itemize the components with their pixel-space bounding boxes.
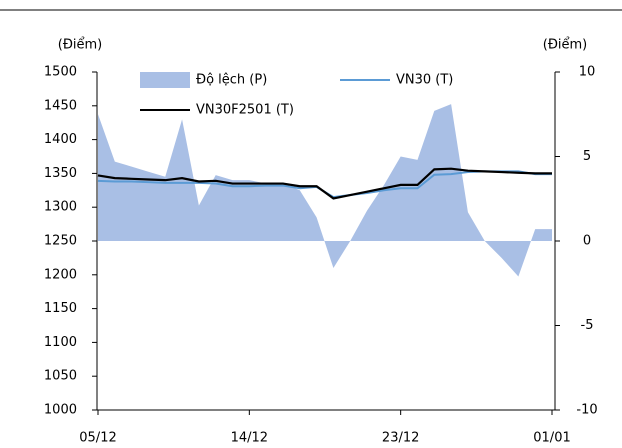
y2-axis-label: (Điểm) <box>543 38 588 53</box>
y-tick-label: 1250 <box>44 234 77 249</box>
y-tick-label: 1350 <box>44 166 77 181</box>
y-tick-label: 1200 <box>44 267 77 282</box>
y-axis-label: (Điểm) <box>58 38 103 53</box>
y2-tick-label: 0 <box>583 234 591 249</box>
y-tick-label: 1400 <box>44 132 77 147</box>
y-tick-label: 1300 <box>44 200 77 215</box>
legend-swatch <box>140 72 190 88</box>
x-tick-label: 01/01 <box>533 431 570 446</box>
y-tick-label: 1500 <box>44 65 77 80</box>
area <box>98 104 552 277</box>
y2-tick-label: -10 <box>576 403 597 418</box>
y-tick-label: 1050 <box>44 369 77 384</box>
x-tick-label: 23/12 <box>382 431 419 446</box>
y2-tick-label: -5 <box>581 318 594 333</box>
y-tick-label: 1150 <box>44 301 77 316</box>
legend-label: Độ lệch (P) <box>196 73 267 88</box>
y-tick-label: 1450 <box>44 98 77 113</box>
x-tick-label: 05/12 <box>79 431 116 446</box>
legend-label: VN30F2501 (T) <box>196 103 294 118</box>
y-tick-label: 1100 <box>44 335 77 350</box>
y2-tick-label: 10 <box>579 65 596 80</box>
y2-tick-label: 5 <box>583 149 591 164</box>
legend-label: VN30 (T) <box>396 73 453 88</box>
y-tick-label: 1000 <box>44 403 77 418</box>
x-tick-label: 14/12 <box>231 431 268 446</box>
line <box>97 167 552 200</box>
